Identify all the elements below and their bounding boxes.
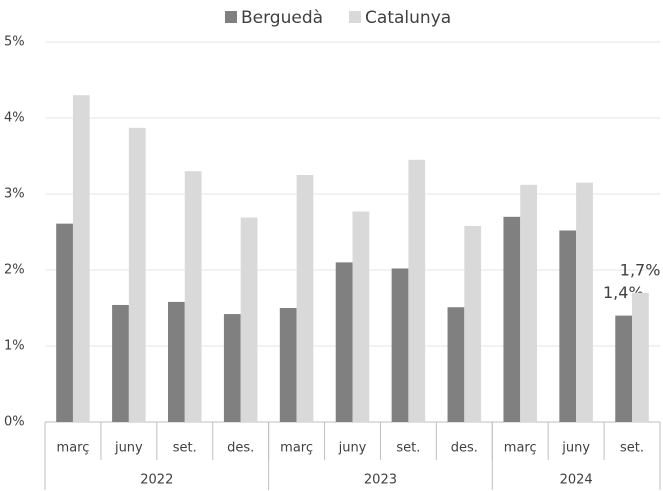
bar (447, 307, 465, 422)
x-tick-label: set. (620, 441, 644, 456)
bar (223, 314, 241, 422)
legend-swatch (225, 11, 237, 23)
y-tick-label: 2% (4, 263, 25, 278)
bar (56, 223, 73, 422)
group-label: 2024 (560, 473, 593, 488)
x-tick-label: març (57, 441, 90, 456)
legend-label: Catalunya (365, 8, 451, 28)
x-tick-label: juny (338, 441, 367, 456)
bar (184, 171, 202, 422)
bar (296, 175, 314, 422)
x-tick-label: des. (227, 441, 254, 456)
bar (408, 159, 426, 423)
x-tick-label: des. (451, 441, 478, 456)
x-tick-label: juny (561, 441, 590, 456)
bar (112, 304, 129, 422)
y-tick-label: 5% (4, 35, 25, 50)
value-label: 1,7% (620, 260, 661, 279)
bar (279, 308, 297, 422)
group-label: 2023 (364, 473, 397, 488)
bar (632, 292, 649, 422)
bar (352, 211, 370, 422)
bar (520, 184, 537, 422)
y-tick-label: 3% (4, 187, 25, 202)
bar (391, 268, 409, 422)
bar (240, 217, 258, 422)
legend-label: Berguedà (241, 8, 323, 28)
bar (335, 262, 353, 422)
bar (72, 95, 90, 422)
bar (128, 127, 146, 422)
x-tick-label: març (504, 441, 537, 456)
y-tick-label: 4% (4, 111, 25, 126)
bar (615, 315, 633, 422)
bar (559, 230, 577, 422)
legend-swatch (349, 11, 362, 23)
bar (464, 225, 482, 422)
x-tick-label: set. (173, 441, 197, 456)
y-tick-label: 0% (4, 415, 25, 430)
y-tick-label: 1% (4, 339, 25, 354)
bar (503, 216, 521, 422)
bar (576, 182, 593, 422)
x-tick-label: juny (114, 441, 143, 456)
x-tick-label: set. (396, 441, 420, 456)
bar (168, 301, 185, 422)
x-tick-label: març (280, 441, 313, 456)
group-label: 2022 (140, 473, 173, 488)
